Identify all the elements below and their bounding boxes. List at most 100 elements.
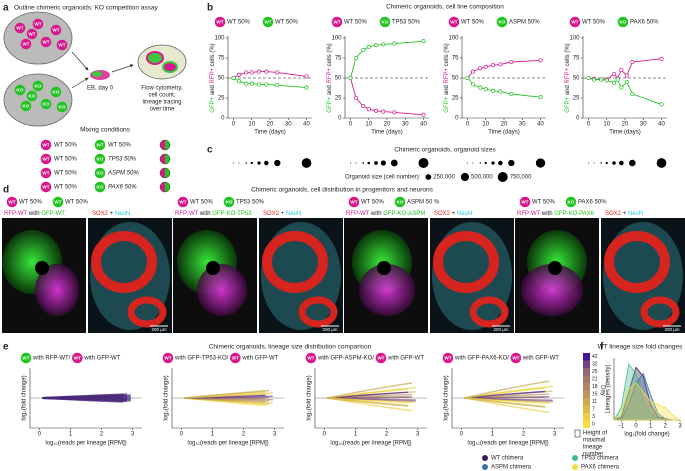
badge-text: WT <box>512 356 519 361</box>
data-point <box>483 64 488 69</box>
data-point <box>619 67 624 73</box>
size-dot <box>418 158 429 168</box>
scale-bar-label: 200 µm <box>151 327 166 332</box>
colorbar-segment <box>583 390 590 398</box>
x-tick-label: 2 <box>522 432 526 438</box>
badge-text: KO <box>226 200 233 205</box>
data-point <box>249 81 254 86</box>
data-point <box>392 41 397 46</box>
badge <box>94 153 106 165</box>
scale-bar-label: 200 µm <box>322 327 337 332</box>
legend-label: TP53 chimera <box>581 456 619 462</box>
caption-part: RFP-WT <box>346 211 370 217</box>
colorbar-title: Day <box>599 385 605 396</box>
badge <box>40 36 52 48</box>
data-point <box>304 74 309 79</box>
badge-text: WT <box>450 20 457 25</box>
axis <box>171 368 284 429</box>
badge-text: WT <box>232 356 239 361</box>
size-dot <box>349 162 351 164</box>
badge-text: KO <box>97 171 104 176</box>
mixing-label: WT 50% <box>54 143 78 149</box>
size-dot <box>257 161 261 165</box>
y-axis-label: GFP+ and RFP+ cells (%) <box>565 43 571 112</box>
size-dot <box>380 160 386 166</box>
badge <box>214 16 226 28</box>
badge-label: WT 50% <box>532 200 556 206</box>
data-point <box>619 85 624 90</box>
data-point <box>231 75 236 81</box>
y-tick-label: 50 <box>335 76 342 82</box>
data-point <box>236 79 242 84</box>
arrow <box>71 51 89 71</box>
size-dot <box>619 160 624 166</box>
lineage-cloud <box>184 389 270 399</box>
micrograph-rfp <box>359 264 415 316</box>
lineage-cloud <box>327 397 409 407</box>
size-dot <box>238 162 240 164</box>
data-point <box>509 91 514 97</box>
data-point <box>630 59 635 65</box>
badge-text: KO <box>97 185 104 190</box>
badge <box>94 181 106 193</box>
badge <box>56 39 68 51</box>
data-point <box>353 95 359 101</box>
badge <box>510 352 522 364</box>
series-line <box>588 77 662 105</box>
badge-text: KO <box>43 102 50 107</box>
badge <box>617 16 629 28</box>
data-point <box>611 71 617 77</box>
caption-part: + <box>279 211 286 217</box>
badge-label: ASPM 50 % <box>407 200 440 206</box>
data-point <box>361 47 366 53</box>
badge-text: WT <box>96 143 103 148</box>
badge-text: WT <box>42 157 49 162</box>
micrograph-sox2 <box>262 231 328 293</box>
y-label-part: GFP+ <box>444 96 450 112</box>
colorbar-label: 42 <box>592 354 598 360</box>
image-caption: SOX2 + NeuN <box>605 211 643 217</box>
badge-text: KO <box>97 157 104 162</box>
y-tick-label: 0 <box>576 116 580 122</box>
size-dot <box>245 162 247 164</box>
size-dot <box>593 162 595 164</box>
badge-text: WT <box>74 356 81 361</box>
embryoid-body-part <box>92 71 102 77</box>
x-tick-label: 30 <box>640 122 647 128</box>
colorbar-label: 21 <box>592 377 598 383</box>
badge-text: KO <box>35 84 42 89</box>
badge <box>94 167 106 179</box>
caption-part: NeuN <box>286 211 301 217</box>
y-label-part: and <box>210 83 216 96</box>
badge-text: WT <box>58 43 65 48</box>
y-label-part: cells (%) <box>210 43 216 68</box>
data-point <box>659 102 664 107</box>
data-point <box>586 75 591 81</box>
x-tick-label: 0 <box>466 122 470 128</box>
size-legend-dot <box>497 172 508 182</box>
data-point <box>478 85 483 90</box>
x-tick-label: 3 <box>416 432 420 438</box>
badge <box>162 352 174 364</box>
legend-label: ASPM 50% <box>509 20 540 26</box>
plot-header: with GFP-ASPM-KO/ <box>317 356 374 362</box>
size-dot <box>232 162 234 164</box>
y-label-part: RFP+ <box>444 67 450 83</box>
data-point <box>611 80 617 85</box>
badge-label: WT 50% <box>65 200 89 206</box>
size-dot <box>605 161 608 165</box>
y-axis-label: log₂(fold change) <box>164 375 170 420</box>
data-point <box>604 78 609 83</box>
badge <box>52 196 64 208</box>
data-point <box>498 62 503 67</box>
image-caption: RFP-WT with GFP-KO-PAX6 <box>517 211 595 217</box>
micrograph-rfp <box>35 264 79 316</box>
lineage-cloud <box>464 397 546 408</box>
y-label-part: cells (%) <box>327 43 333 68</box>
badge-text: WT <box>34 22 41 27</box>
lineage-cloud <box>464 380 550 399</box>
data-point <box>599 77 604 82</box>
mixing-label: TP53 50% <box>108 157 137 163</box>
x-axis-label: Time (days) <box>609 130 640 136</box>
